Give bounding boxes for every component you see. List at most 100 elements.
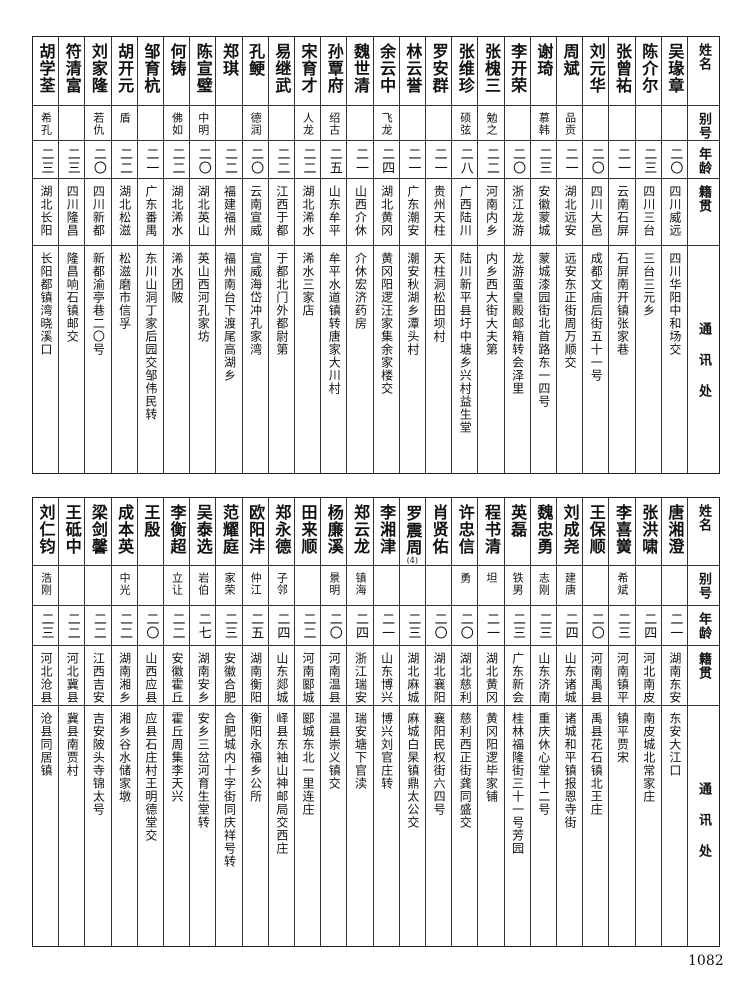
alias-cell (268, 106, 294, 141)
name-cell: 周斌 (556, 37, 583, 106)
native-text: 安徽合肥 (222, 652, 237, 704)
alias-text: 子邻 (275, 572, 289, 596)
address-text: 重庆休心堂十二号 (536, 712, 551, 816)
age-text: 二一 (379, 612, 395, 640)
address-text: 温县崇义镇交 (327, 712, 342, 790)
alias-cell (635, 566, 661, 606)
native-text: 湖北长阳 (39, 185, 54, 237)
address-cell: 黄冈阳逻毕家铺 (478, 706, 503, 946)
native-text: 浙江瑞安 (353, 652, 368, 704)
native-text: 山东郯城 (274, 652, 289, 704)
person-record: 孔鲠 德润 二〇 云南宣威 宣威海岱冲孔家湾 (241, 37, 268, 473)
age-text: 二二 (117, 147, 133, 175)
header-label: 通讯处 (696, 782, 711, 875)
address-cell: 龙游蛮皇殿邮箱转会泽里 (505, 246, 530, 473)
age-text: 二三 (536, 147, 552, 175)
age-cell: 二三 (399, 606, 425, 646)
age-text: 二〇 (326, 612, 342, 640)
native-cell: 湖南东安 (661, 646, 687, 706)
alias-text: 家荣 (222, 572, 236, 596)
age-text: 二一 (614, 147, 630, 175)
alias-text: 慕韩 (537, 112, 551, 136)
age-cell: 二一 (478, 606, 504, 646)
name-text: 王殷 (141, 504, 161, 538)
alias-cell: 子邻 (268, 566, 294, 606)
native-text: 河北冀县 (65, 652, 80, 704)
age-text: 二〇 (667, 147, 683, 175)
header-cell-alias: 别号 (688, 566, 719, 606)
native-cell: 山东牟平 (321, 179, 347, 246)
alias-cell: 志刚 (530, 566, 556, 606)
address-cell: 松滋磨市信孚 (112, 246, 137, 473)
person-record: 肖贤佑 二〇 湖北襄阳 襄阳民权街六四号 (424, 498, 452, 946)
name-text: 郑琪 (219, 43, 239, 77)
address-cell: 桂林福隆街三十一号芳园 (505, 706, 530, 946)
native-text: 湖北远安 (563, 185, 578, 237)
alias-text: 绍古 (327, 112, 341, 136)
name-cell: 罗安群 (425, 37, 452, 106)
native-cell: 湖北浠水 (294, 179, 321, 246)
alias-cell (59, 106, 85, 141)
address-text: 瑞安塘下官渎 (353, 712, 368, 790)
address-text: 英山西河孔家坊 (196, 252, 211, 343)
person-record: 罗安群 二一 贵州天柱 天柱洞松田坝村 (424, 37, 452, 473)
native-cell: 四川隆昌 (59, 179, 85, 246)
name-text: 罗震周 (403, 504, 423, 556)
age-cell: 二〇 (583, 606, 609, 646)
age-cell: 二三 (216, 606, 242, 646)
alias-cell: 岩伯 (190, 566, 216, 606)
name-text: 李开荣 (508, 43, 528, 94)
native-cell: 安徽霍丘 (163, 646, 190, 706)
age-text: 二二 (90, 612, 106, 640)
person-record: 易继武 二二 江西于都 于都北门外都尉第 (267, 37, 294, 473)
age-text: 二一 (143, 147, 159, 175)
native-text: 四川新都 (91, 185, 106, 237)
address-text: 浠水团陂 (170, 252, 185, 304)
age-text: 二一 (562, 147, 578, 175)
name-cell: 刘成尧 (556, 498, 583, 566)
alias-text: 建唐 (563, 572, 577, 596)
address-cell: 合肥城内十字街同庆祥号转 (216, 706, 241, 946)
person-record: 周斌 品贡 二一 湖北远安 远安东正街周万顺交 (555, 37, 583, 473)
header-column: 姓名 别号 年龄 籍贯 通讯处 (687, 498, 719, 946)
native-text: 湖南东安 (667, 652, 682, 704)
age-cell: 二一 (373, 606, 399, 646)
person-record: 刘成尧 建唐 二四 山东诸城 诸城和平镇报恩寺街 (555, 498, 583, 946)
name-cell: 肖贤佑 (425, 498, 452, 566)
name-cell: 唐湘澄 (661, 498, 687, 566)
address-cell: 重庆休心堂十二号 (531, 706, 556, 946)
name-cell: 易继武 (268, 37, 294, 106)
alias-cell: 铁男 (504, 566, 530, 606)
native-text: 河南镇平 (615, 652, 630, 704)
address-text: 新都渝亭巷二〇号 (91, 252, 106, 356)
address-cell: 瑞安塘下官渎 (347, 706, 372, 946)
native-cell: 广西陆川 (452, 179, 478, 246)
name-text: 张维珍 (455, 43, 475, 94)
person-record: 罗震周 (4) 二三 湖北麻城 麻城白杲镇鼎太公交 (398, 498, 425, 946)
name-cell: 刘仁钧 (32, 498, 59, 566)
address-text: 长阳都镇湾晓溪口 (39, 252, 54, 356)
native-cell: 安徽蒙城 (530, 179, 556, 246)
age-text: 二一 (352, 147, 368, 175)
alias-cell (347, 106, 373, 141)
address-cell: 禹县花石镇北王庄 (583, 706, 608, 946)
name-cell: 王保顺 (583, 498, 609, 566)
native-cell: 山西介休 (347, 179, 373, 246)
name-cell: 郑云龙 (347, 498, 373, 566)
address-text: 福州南台下渡尾高湖乡 (222, 252, 237, 382)
native-text: 浙江龙游 (510, 185, 525, 237)
name-text: 陈宣璧 (193, 43, 213, 94)
address-cell: 浠水三家店 (295, 246, 320, 473)
address-cell: 沧县同居镇 (33, 706, 58, 946)
name-cell: 张槐三 (478, 37, 504, 106)
age-text: 二八 (457, 147, 473, 175)
page-number: 1082 (688, 953, 724, 969)
person-record: 魏世清 二一 山西介休 介休宏济药房 (346, 37, 373, 473)
address-text: 衡阳永福乡公所 (248, 712, 263, 803)
native-cell: 福建福州 (216, 179, 242, 246)
age-text: 二二 (64, 612, 80, 640)
name-cell: 张洪啸 (635, 498, 661, 566)
native-cell: 浙江瑞安 (347, 646, 373, 706)
name-text: 余云中 (377, 43, 397, 94)
alias-text: 硕弦 (458, 112, 472, 136)
